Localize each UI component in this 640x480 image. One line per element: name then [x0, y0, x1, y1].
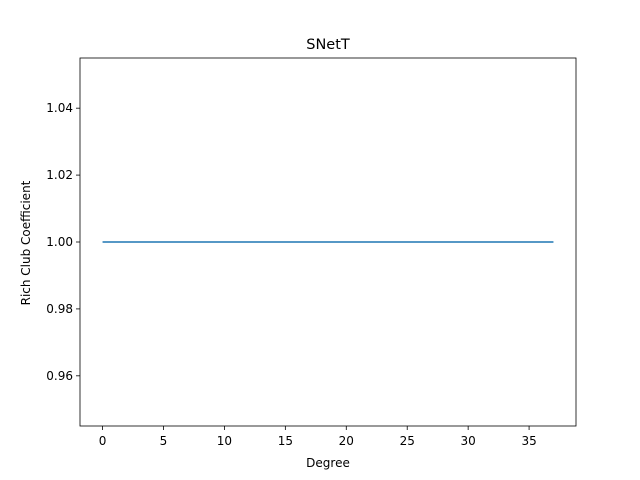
x-tick-label-0: 0	[99, 434, 107, 448]
plot-area: 0 5 10 15 20 25 30 35 0.96 0.98 1.00 1.02 1.04	[46, 57, 577, 448]
y-tick-label-2: 1.00	[46, 235, 73, 249]
x-axis-label: Degree	[306, 456, 350, 470]
x-tick-label-3: 15	[278, 434, 293, 448]
x-tick-label-1: 5	[160, 434, 168, 448]
y-tick-label-3: 1.02	[46, 168, 73, 182]
chart-title: SNetT	[306, 37, 350, 53]
x-tick-label-4: 20	[339, 434, 354, 448]
x-tick-label-5: 25	[400, 434, 415, 448]
y-axis-label: Rich Club Coefficient	[19, 180, 33, 305]
y-tick-label-1: 0.98	[46, 302, 73, 316]
y-tick-label-0: 0.96	[46, 369, 73, 383]
x-tick-label-7: 35	[521, 434, 536, 448]
x-tick-label-2: 10	[217, 434, 232, 448]
x-tick-label-6: 30	[461, 434, 476, 448]
y-tick-label-4: 1.04	[46, 101, 73, 115]
